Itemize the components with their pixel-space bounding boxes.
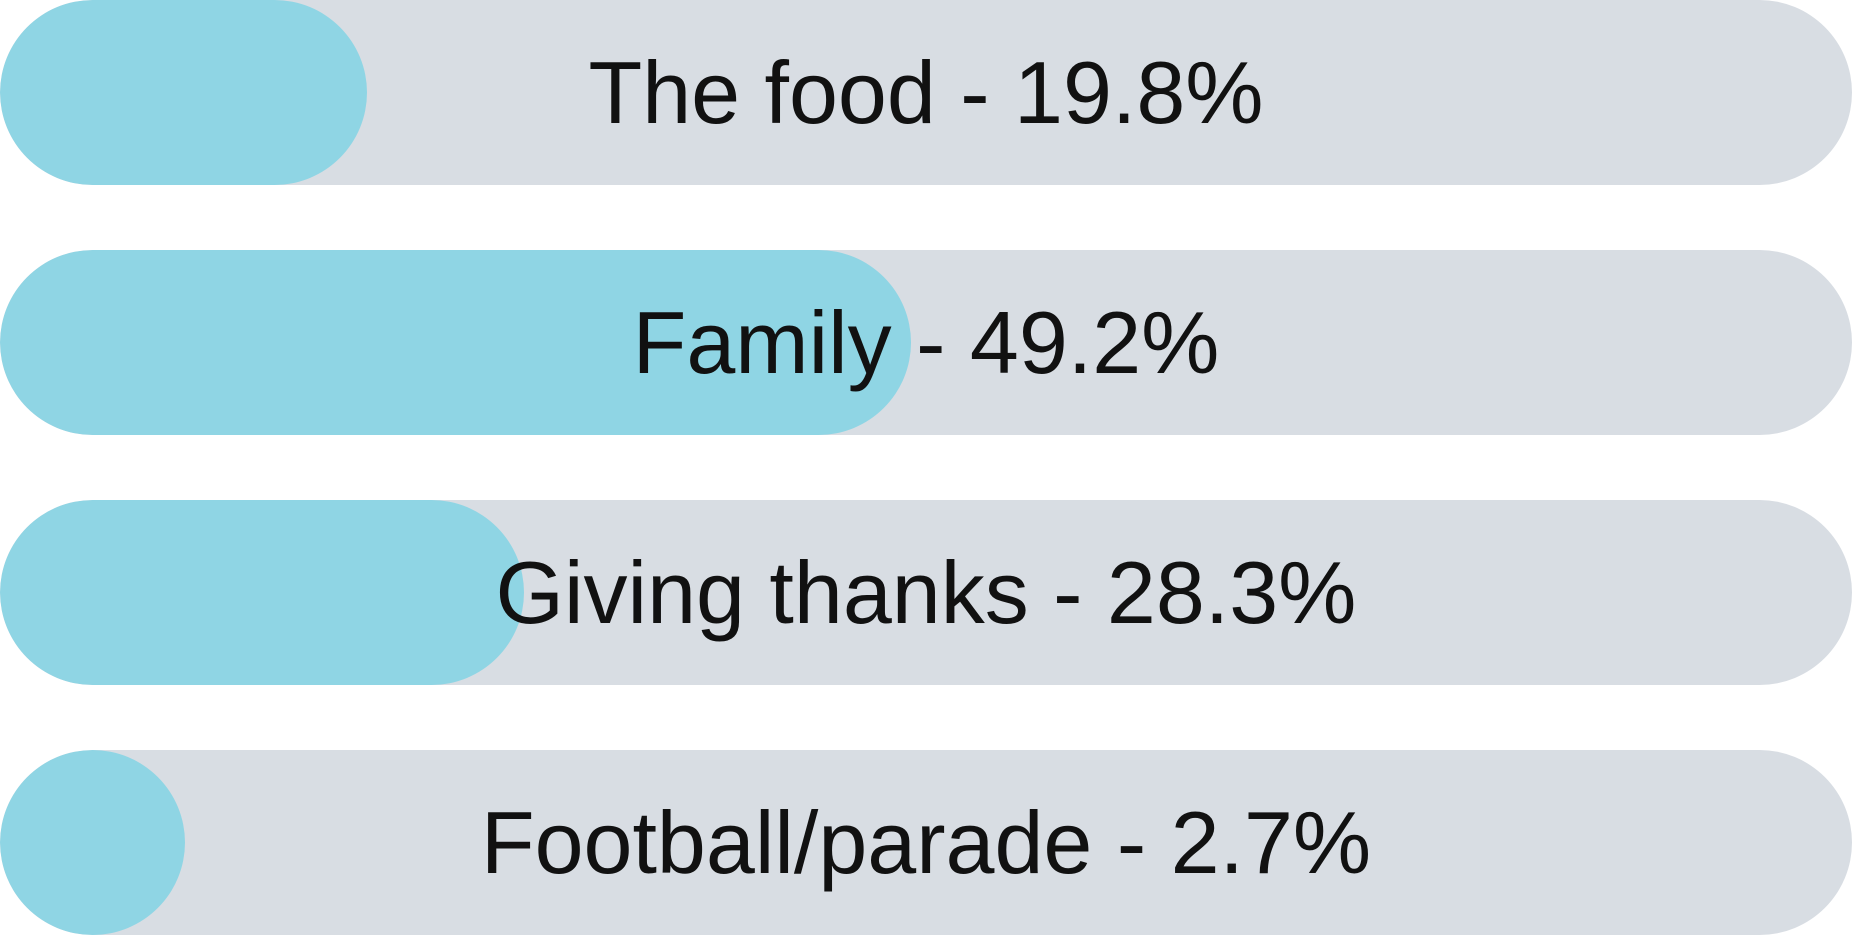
bar-track: Football/parade - 2.7% — [0, 750, 1852, 935]
bar-track: The food - 19.8% — [0, 0, 1852, 185]
bar-track: Family - 49.2% — [0, 250, 1852, 435]
bar-fill — [0, 750, 185, 935]
bar-label: Giving thanks - 28.3% — [495, 543, 1357, 642]
bar-label: The food - 19.8% — [588, 43, 1264, 142]
bar-fill — [0, 500, 525, 685]
bar-fill — [0, 250, 912, 435]
bar-fill — [0, 0, 367, 185]
bar-label: Football/parade - 2.7% — [480, 793, 1372, 892]
bar-label: Family - 49.2% — [632, 293, 1220, 392]
bar-track: Giving thanks - 28.3% — [0, 500, 1852, 685]
